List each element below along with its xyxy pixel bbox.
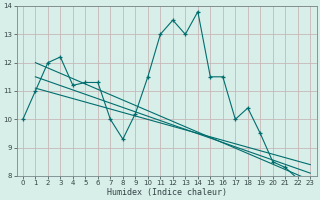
X-axis label: Humidex (Indice chaleur): Humidex (Indice chaleur) (107, 188, 227, 197)
